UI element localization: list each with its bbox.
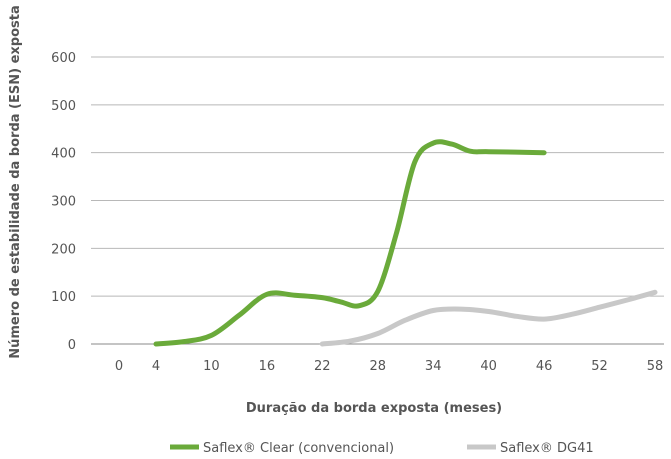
- y-tick-label: 100: [51, 290, 76, 305]
- series-line-saflex-dg41: [319, 289, 658, 347]
- x-tick-label: 22: [314, 359, 331, 374]
- x-tick-label: 4: [152, 359, 160, 374]
- legend: Saflex® Clear (convencional) Saflex® DG4…: [170, 441, 594, 456]
- x-axis-title: Duração da borda exposta (meses): [246, 401, 502, 416]
- x-axis-ticks: 0 4 10 16 22 28 34 40 46 52 58: [115, 359, 663, 374]
- y-tick-label: 400: [51, 147, 76, 162]
- x-tick-label: 58: [647, 359, 664, 374]
- y-tick-label: 600: [51, 51, 76, 66]
- x-tick-label: 10: [203, 359, 220, 374]
- y-tick-label: 0: [68, 338, 76, 353]
- x-tick-label: 52: [591, 359, 608, 374]
- series-lines: [153, 139, 658, 347]
- y-tick-label: 500: [51, 99, 76, 114]
- legend-label-saflex-clear: Saflex® Clear (convencional): [203, 441, 394, 456]
- series-line-saflex-clear: [153, 139, 547, 347]
- gridlines: [91, 56, 664, 345]
- x-tick-label: 40: [480, 359, 497, 374]
- x-tick-label: 0: [115, 359, 123, 374]
- legend-label-saflex-dg41: Saflex® DG41: [500, 441, 594, 456]
- x-tick-label: 28: [369, 359, 386, 374]
- x-tick-label: 34: [425, 359, 442, 374]
- y-tick-label: 200: [51, 242, 76, 257]
- x-tick-label: 16: [259, 359, 276, 374]
- y-axis-title: Número de estabilidade da borda (ESN) ex…: [8, 5, 23, 359]
- x-tick-label: 46: [536, 359, 553, 374]
- y-axis-ticks: 0 100 200 300 400 500 600: [51, 51, 76, 353]
- y-tick-label: 300: [51, 195, 76, 210]
